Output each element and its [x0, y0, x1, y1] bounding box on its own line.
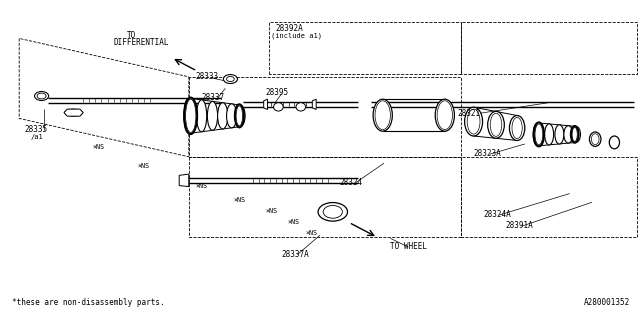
- Ellipse shape: [207, 101, 218, 130]
- Ellipse shape: [273, 103, 283, 111]
- Ellipse shape: [509, 116, 525, 140]
- Ellipse shape: [235, 105, 245, 127]
- Ellipse shape: [465, 107, 483, 136]
- Text: 28324A: 28324A: [483, 210, 511, 219]
- Ellipse shape: [296, 103, 306, 111]
- Ellipse shape: [373, 99, 392, 131]
- Text: 28337A: 28337A: [282, 250, 309, 259]
- Ellipse shape: [545, 124, 554, 145]
- Ellipse shape: [196, 100, 207, 132]
- Text: ×NS: ×NS: [138, 164, 150, 169]
- Ellipse shape: [318, 203, 348, 221]
- Ellipse shape: [571, 126, 579, 143]
- Text: TO: TO: [127, 31, 136, 40]
- Ellipse shape: [534, 122, 544, 147]
- Polygon shape: [179, 174, 189, 187]
- Text: ×NS: ×NS: [288, 220, 300, 225]
- Text: 28333: 28333: [195, 72, 218, 81]
- Text: 28321: 28321: [458, 109, 481, 118]
- Ellipse shape: [564, 126, 573, 143]
- Text: (include a1): (include a1): [271, 33, 322, 39]
- Ellipse shape: [589, 132, 601, 147]
- Ellipse shape: [184, 98, 197, 134]
- Ellipse shape: [227, 104, 237, 128]
- Text: ×NS: ×NS: [234, 197, 246, 203]
- Ellipse shape: [35, 92, 49, 100]
- Text: 28335: 28335: [24, 125, 47, 134]
- Text: ×NS: ×NS: [93, 144, 105, 150]
- Ellipse shape: [435, 99, 454, 131]
- Text: A280001352: A280001352: [584, 298, 630, 307]
- Ellipse shape: [235, 104, 244, 127]
- Polygon shape: [312, 99, 316, 109]
- Text: *these are non-disassembly parts.: *these are non-disassembly parts.: [12, 298, 164, 307]
- Ellipse shape: [223, 75, 237, 84]
- Text: 28391A: 28391A: [506, 221, 533, 230]
- Text: ×NS: ×NS: [266, 208, 278, 214]
- Ellipse shape: [488, 111, 504, 138]
- Ellipse shape: [184, 98, 194, 133]
- Text: TO WHEEL: TO WHEEL: [390, 242, 428, 251]
- Text: 28324: 28324: [339, 178, 362, 187]
- Ellipse shape: [609, 136, 620, 149]
- Ellipse shape: [533, 123, 542, 146]
- Text: /a1: /a1: [31, 134, 44, 140]
- Text: 28323A: 28323A: [474, 149, 501, 158]
- Text: 28395: 28395: [266, 88, 289, 97]
- Text: 28337: 28337: [202, 93, 225, 102]
- Polygon shape: [64, 109, 83, 116]
- Ellipse shape: [218, 103, 228, 129]
- Ellipse shape: [65, 109, 83, 116]
- Text: DIFFERENTIAL: DIFFERENTIAL: [114, 38, 170, 47]
- Ellipse shape: [555, 125, 564, 144]
- Ellipse shape: [572, 126, 580, 142]
- Text: ×NS: ×NS: [306, 230, 318, 236]
- Text: ×NS: ×NS: [195, 183, 207, 188]
- Text: 28392A: 28392A: [275, 24, 303, 33]
- Polygon shape: [264, 99, 268, 109]
